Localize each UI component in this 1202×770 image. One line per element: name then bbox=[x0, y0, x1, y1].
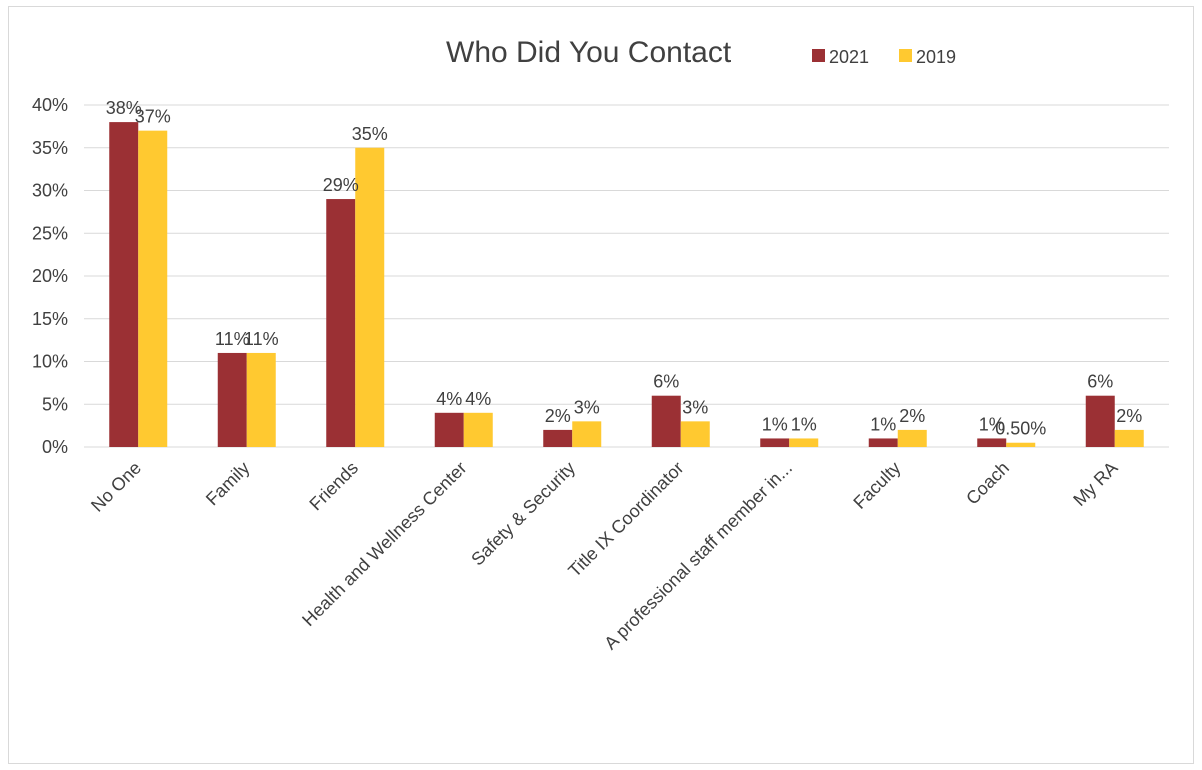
bar-2019 bbox=[572, 421, 602, 447]
bar-2019 bbox=[897, 429, 927, 447]
data-label-2021: 1% bbox=[762, 414, 788, 434]
y-tick-label: 35% bbox=[32, 138, 68, 158]
legend-swatch-2021 bbox=[812, 49, 825, 62]
data-label-2021: 6% bbox=[1087, 372, 1113, 392]
legend-label-2021: 2021 bbox=[829, 47, 869, 67]
y-tick-label: 10% bbox=[32, 352, 68, 372]
data-label-2019: 11% bbox=[244, 329, 279, 349]
bar-2021 bbox=[109, 122, 139, 447]
x-tick-label: Friends bbox=[305, 458, 362, 515]
data-label-2021: 1% bbox=[979, 414, 1005, 434]
bar-2019 bbox=[680, 421, 710, 447]
y-axis-ticks: 0% 5% 10% 15% 20% 25% 30% 35% 40% bbox=[32, 95, 68, 457]
x-tick-label: Faculty bbox=[849, 458, 904, 513]
data-label-2019: 35% bbox=[352, 124, 388, 144]
bars bbox=[109, 122, 1144, 447]
data-label-2019: 0.50% bbox=[995, 419, 1046, 439]
bar-2021 bbox=[977, 438, 1007, 447]
y-tick-label: 25% bbox=[32, 223, 68, 243]
bar-2019 bbox=[1006, 442, 1036, 447]
data-label-2019: 2% bbox=[1116, 406, 1142, 426]
x-tick-label: Family bbox=[202, 458, 254, 510]
bar-2019 bbox=[138, 130, 168, 447]
y-tick-label: 30% bbox=[32, 181, 68, 201]
bar-2021 bbox=[651, 395, 681, 447]
chart-title: Who Did You Contact bbox=[446, 36, 732, 69]
data-label-2019: 4% bbox=[465, 389, 491, 409]
bar-2021 bbox=[217, 352, 247, 447]
data-label-2021: 29% bbox=[323, 175, 359, 195]
bar-2021 bbox=[868, 438, 898, 447]
legend-swatch-2019 bbox=[899, 49, 912, 62]
y-tick-label: 20% bbox=[32, 266, 68, 286]
y-tick-label: 5% bbox=[42, 394, 68, 414]
data-label-2021: 6% bbox=[653, 372, 679, 392]
legend: 2021 2019 bbox=[812, 47, 956, 67]
y-tick-label: 0% bbox=[42, 437, 68, 457]
data-label-2021: 11% bbox=[215, 329, 250, 349]
x-tick-label: Safety & Security bbox=[467, 458, 579, 570]
data-label-2021: 2% bbox=[545, 406, 571, 426]
bar-2021 bbox=[434, 412, 464, 447]
data-label-2019: 1% bbox=[791, 414, 817, 434]
bar-2019 bbox=[463, 412, 493, 447]
data-label-2019: 3% bbox=[574, 397, 600, 417]
data-label-2021: 1% bbox=[870, 414, 896, 434]
x-tick-label: No One bbox=[87, 458, 145, 516]
y-tick-label: 40% bbox=[32, 95, 68, 115]
bar-2019 bbox=[789, 438, 819, 447]
x-tick-label: A professional staff member in... bbox=[600, 458, 796, 654]
bar-2019 bbox=[246, 352, 276, 447]
x-tick-label: Title IX Coordinator bbox=[564, 458, 687, 581]
x-tick-label: My RA bbox=[1069, 458, 1121, 510]
data-label-2019: 3% bbox=[682, 397, 708, 417]
data-label-2019: 37% bbox=[135, 107, 171, 127]
bar-2021 bbox=[1085, 395, 1115, 447]
bar-chart: Who Did You Contact 2021 2019 0% 5% 10% 15%… bbox=[32, 36, 1169, 654]
bar-2019 bbox=[1114, 429, 1144, 447]
data-labels: 38%37%11%11%29%35%4% 4%2% 3%6%3%1% 1% 1% 2% 1%… bbox=[106, 98, 1143, 439]
chart-frame: Who Did You Contact 2021 2019 0% 5% 10% 15%… bbox=[8, 6, 1194, 764]
data-label-2021: 4% bbox=[436, 389, 462, 409]
bar-2021 bbox=[760, 438, 790, 447]
y-tick-label: 15% bbox=[32, 309, 68, 329]
bar-2021 bbox=[543, 429, 573, 447]
data-label-2021: 38% bbox=[106, 98, 142, 118]
data-label-2019: 2% bbox=[899, 406, 925, 426]
bar-2021 bbox=[326, 199, 356, 447]
legend-label-2019: 2019 bbox=[916, 47, 956, 67]
bar-2019 bbox=[355, 147, 385, 447]
x-tick-label: Coach bbox=[962, 458, 1013, 509]
